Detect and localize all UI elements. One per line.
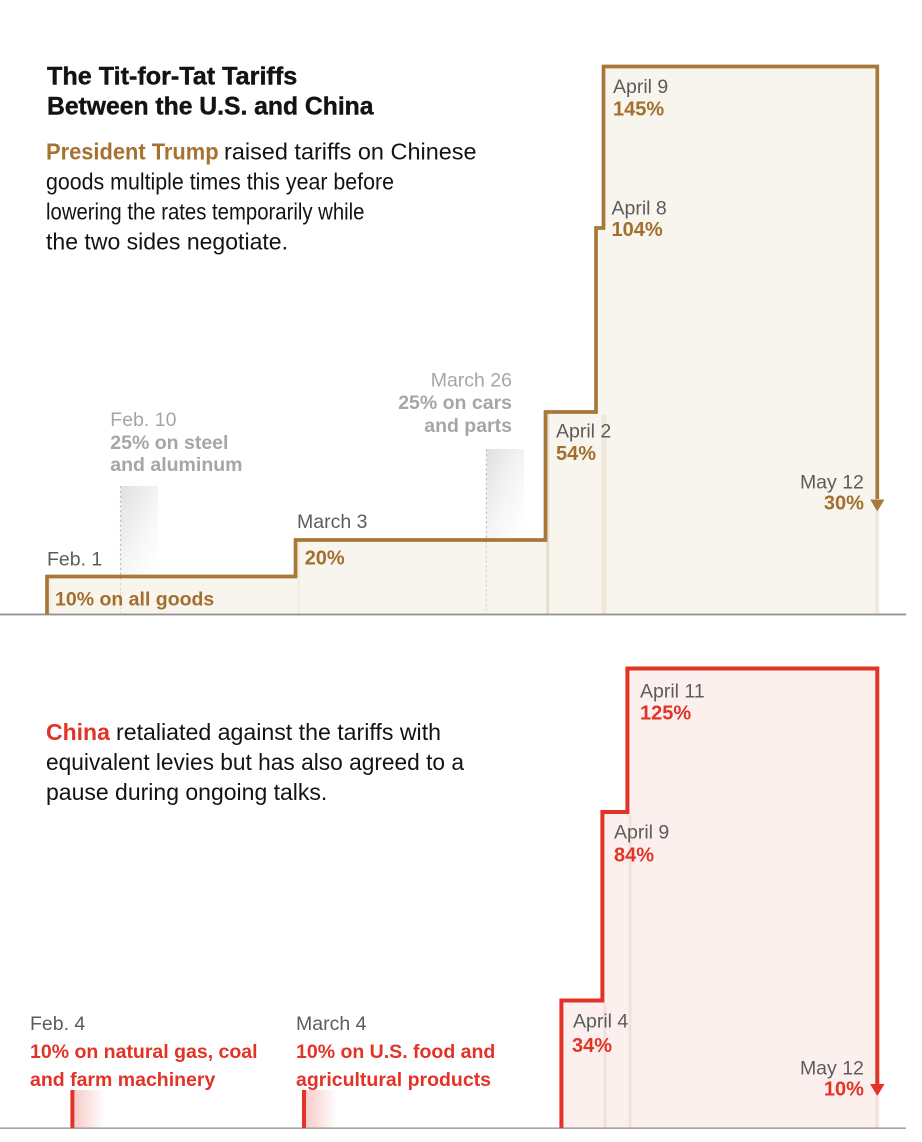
svg-text:and aluminum: and aluminum — [110, 454, 242, 476]
svg-text:Feb. 4: Feb. 4 — [30, 1013, 85, 1035]
svg-text:April 11: April 11 — [640, 681, 705, 703]
svg-text:25% on cars: 25% on cars — [398, 392, 512, 414]
svg-text:Feb. 10: Feb. 10 — [110, 409, 176, 431]
svg-text:and farm machinery: and farm machinery — [30, 1069, 215, 1091]
svg-text:125%: 125% — [640, 703, 691, 725]
svg-text:and parts: and parts — [424, 415, 512, 437]
svg-text:104%: 104% — [612, 219, 663, 241]
svg-text:84%: 84% — [614, 845, 654, 867]
svg-text:April 4: April 4 — [573, 1011, 628, 1033]
svg-text:raised tariffs on Chinese: raised tariffs on Chinese — [224, 138, 477, 164]
svg-text:10% on U.S. food and: 10% on U.S. food and — [296, 1041, 495, 1063]
svg-text:The Tit-for-Tat Tariffs: The Tit-for-Tat Tariffs — [47, 62, 297, 90]
svg-text:lowering the rates temporarily: lowering the rates temporarily while — [46, 198, 365, 224]
svg-text:March 26: March 26 — [431, 370, 512, 392]
svg-text:Feb. 1: Feb. 1 — [47, 549, 102, 571]
svg-text:25% on steel: 25% on steel — [110, 432, 228, 454]
svg-text:145%: 145% — [613, 99, 664, 121]
svg-text:May 12: May 12 — [800, 472, 864, 494]
svg-text:Between the U.S. and China: Between the U.S. and China — [47, 92, 375, 120]
svg-text:30%: 30% — [824, 493, 864, 515]
svg-text:agricultural products: agricultural products — [296, 1069, 491, 1091]
svg-text:April 2: April 2 — [556, 421, 611, 443]
svg-text:goods multiple times this year: goods multiple times this year before — [46, 168, 394, 194]
svg-text:pause during ongoing talks.: pause during ongoing talks. — [46, 779, 327, 805]
svg-text:10% on all goods: 10% on all goods — [55, 589, 214, 611]
svg-text:April 9: April 9 — [614, 822, 669, 844]
svg-text:March 4: March 4 — [296, 1013, 367, 1035]
svg-text:10% on natural gas, coal: 10% on natural gas, coal — [30, 1041, 258, 1063]
svg-text:54%: 54% — [556, 443, 596, 465]
svg-text:retaliated against the tariffs: retaliated against the tariffs with — [116, 719, 441, 745]
svg-text:34%: 34% — [572, 1035, 612, 1057]
svg-text:equivalent levies but has also: equivalent levies but has also agreed to… — [46, 749, 464, 775]
svg-text:President Trump: President Trump — [46, 138, 219, 164]
svg-text:the two sides negotiate.: the two sides negotiate. — [46, 228, 288, 254]
svg-text:May 12: May 12 — [800, 1058, 864, 1080]
svg-text:April 8: April 8 — [612, 197, 667, 219]
svg-text:China: China — [46, 719, 110, 745]
svg-text:April 9: April 9 — [613, 76, 668, 98]
svg-text:20%: 20% — [305, 548, 345, 570]
svg-text:10%: 10% — [824, 1079, 864, 1101]
svg-text:March 3: March 3 — [297, 511, 367, 533]
